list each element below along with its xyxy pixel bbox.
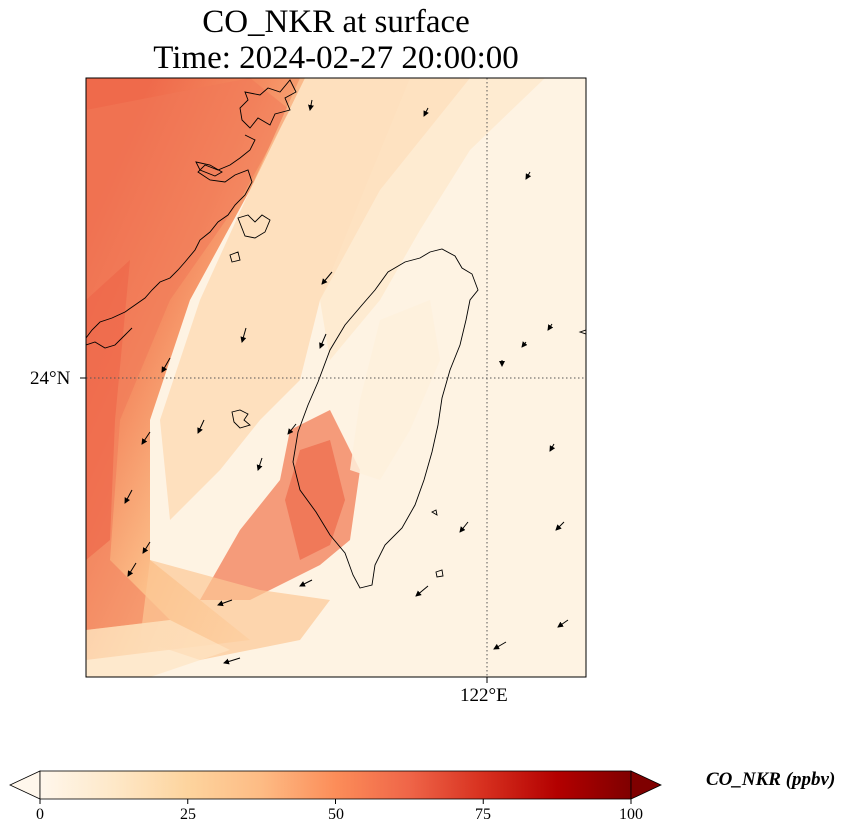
colorbar-extend-min <box>9 770 41 800</box>
lat-label-24n: 24°N <box>30 368 71 389</box>
fujian-coastline <box>86 79 297 339</box>
colorbar-tick-label: 50 <box>328 806 344 823</box>
lon-label-122e: 122°E <box>460 685 508 706</box>
colorbar-tick-label: 100 <box>619 806 643 823</box>
taiwan-coastline <box>292 248 479 589</box>
wind-vectors <box>124 99 569 665</box>
colorbar-gradient <box>39 770 632 800</box>
colorbar-tick-label: 25 <box>180 806 196 823</box>
colorbar-label: CO_NKR (ppbv) <box>706 769 836 790</box>
map-title: CO_NKR at surface <box>202 4 470 40</box>
colorbar-extend-max <box>630 770 662 800</box>
coastlines <box>86 79 586 589</box>
colorbar-tick-label: 75 <box>475 806 491 823</box>
colorbar <box>9 770 662 804</box>
colorbar-tick-label: 0 <box>36 806 44 823</box>
graticule <box>86 78 586 677</box>
map-subtitle-time: Time: 2024-02-27 20:00:00 <box>153 40 519 76</box>
